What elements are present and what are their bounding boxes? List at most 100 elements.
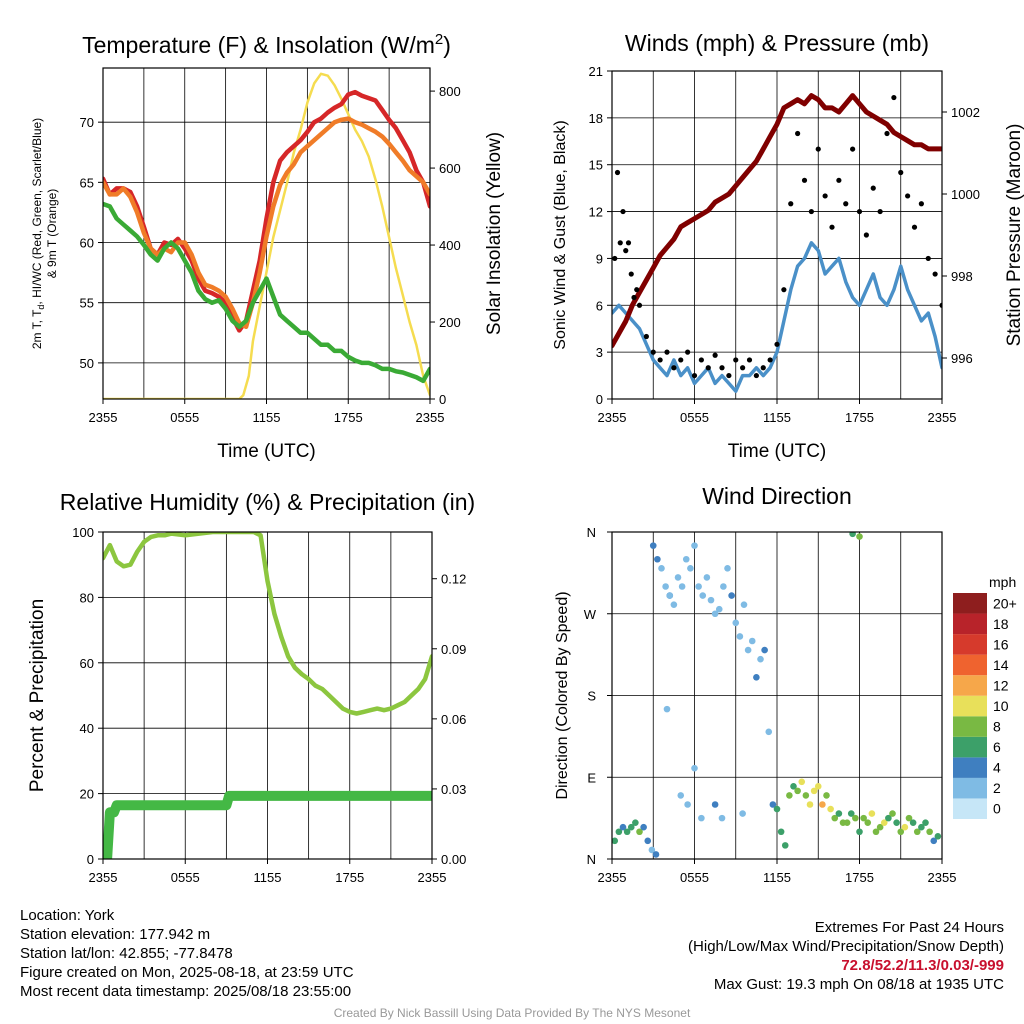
direction-point [897,828,905,836]
direction-point [814,783,822,790]
y2-axis-label: Solar Insolation (Yellow) [484,132,505,335]
direction-point [885,814,892,822]
direction-point [847,810,855,817]
direction-point [663,705,671,713]
colorbar-swatch [953,798,987,819]
y-tick-label: 65 [80,175,94,190]
x-tick-label: 2355 [598,410,627,425]
y-axis-label: Percent & Precipitation [27,599,48,792]
gust-point [733,357,739,363]
x-tick-label: 1755 [845,410,874,425]
y2-tick-label: 600 [439,161,461,176]
gust-point [788,201,794,207]
extremes-heading: Extremes For Past 24 Hours [814,919,1004,936]
direction-point [724,565,731,572]
direction-point [905,814,913,822]
y-tick-label: 20 [80,787,94,802]
direction-point [699,592,707,599]
gust-point [628,271,634,277]
direction-point [802,792,810,799]
credit-line: Created By Nick Bassill Using Data Provi… [333,1006,691,1020]
direction-point [715,605,723,613]
gust-point [719,365,725,371]
temperature-9m-line [103,116,430,330]
direction-point [893,819,900,826]
direction-point [918,823,925,831]
gust-point [898,169,904,176]
direction-point [682,555,690,563]
gust-point [620,208,626,215]
direction-point [666,592,674,599]
y2-tick-label: 0 [439,392,446,407]
gust-point [625,240,632,246]
direction-point [901,823,909,831]
colorbar-swatch [953,634,987,655]
dewpoint-line [103,201,430,384]
chart-title: Wind Direction [702,483,852,509]
gust-point [918,201,924,207]
x-tick-label: 2355 [928,410,957,425]
colorbar-label: 14 [993,657,1009,673]
y-tick-label: 21 [589,64,603,79]
gust-point [631,294,637,301]
colorbar-label: 2 [993,780,1001,796]
x-tick-label: 2355 [418,870,447,885]
gust-point [726,372,732,379]
x-tick-label: 1155 [253,410,281,425]
direction-point [636,828,643,836]
x-tick-label: 1755 [845,870,874,885]
y-tick-label: 18 [589,111,603,126]
colorbar-label: 12 [993,677,1009,693]
winds-panel: 0 3 6 9 12 15 18 21 996 998 1000 1002 2355 0555 1155 17… [552,30,1024,462]
direction-point [810,787,818,795]
y-tick-label: 60 [80,656,94,671]
direction-point [794,787,801,795]
direction-point [823,792,830,799]
gust-point [863,232,869,238]
sonic-wind-line [612,241,942,393]
gust-point [691,372,698,379]
gust-point [643,333,649,340]
direction-point [786,792,793,799]
direction-point [677,792,685,799]
x-tick-label: 2355 [89,410,118,425]
gust-point [612,255,618,262]
direction-point [926,828,933,836]
extremes-summary: Extremes For Past 24 Hours (High/Low/Max… [688,918,1004,994]
direction-point [707,596,715,604]
direction-point [909,819,917,826]
y2-tick-label: 400 [439,238,461,253]
y2-tick-label: 996 [951,351,973,366]
direction-point [806,801,814,808]
gust-point [884,130,890,137]
y2-tick-label: 0.12 [441,572,466,587]
station-latlon: Station lat/lon: 42.855; -77.8478 [20,945,233,962]
x-tick-label: 1155 [763,870,791,885]
gust-point [774,341,780,347]
y-tick-label: 100 [72,525,94,540]
colorbar-swatch [953,777,987,799]
y-tick-label: 55 [80,296,94,311]
direction-point [798,778,806,786]
temperature-panel: 50 55 60 65 70 0 200 400 600 800 2355 0555 1155 1755 2… [30,31,505,462]
direction-point [711,610,719,618]
direction-point [769,801,777,808]
y-tick-label: 9 [596,251,603,266]
direction-point [619,823,627,831]
gust-point [781,287,787,293]
gust-point [685,349,691,355]
direction-point [632,819,639,826]
y-axis-label-part: 2m T, T [30,309,44,349]
figure-created: Figure created on Mon, 2025-08-18, at 23… [20,964,354,981]
extremes-values: 72.8/52.2/11.3/0.03/-999 [841,957,1004,974]
gust-point [829,224,835,230]
humidity-series [103,532,432,859]
station-location: Location: York [20,907,115,924]
colorbar-swatch [953,757,987,778]
direction-point [658,565,665,572]
direction-point [831,814,839,822]
direction-point [728,592,735,599]
winds-series [612,93,942,393]
gust-point [740,365,746,371]
direction-point [648,846,656,854]
